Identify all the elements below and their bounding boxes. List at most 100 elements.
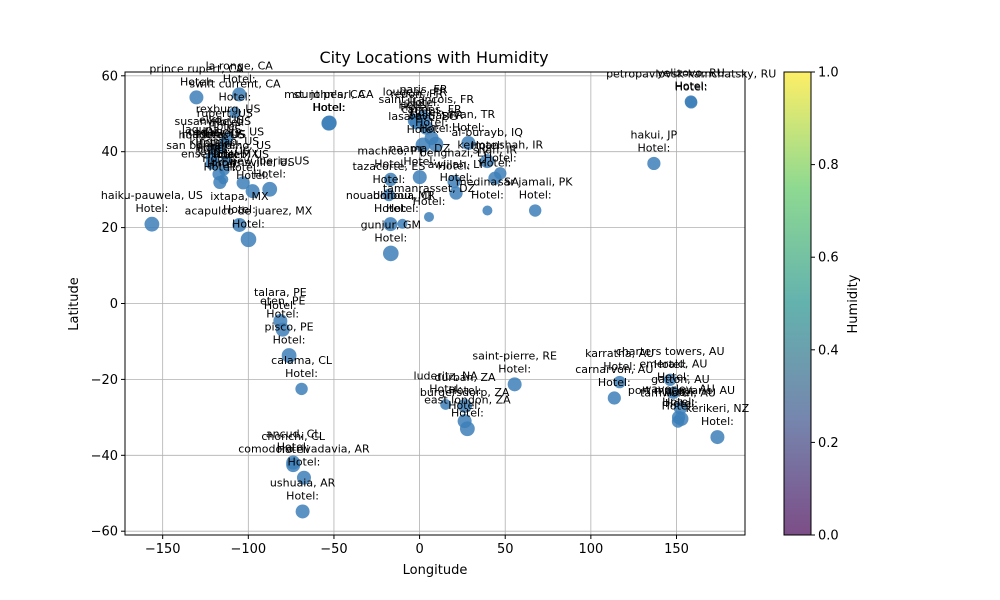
city-name-label: swift current, CA <box>189 78 281 91</box>
hotel-label: Hotel: <box>288 456 321 469</box>
hotel-label: Hotel: <box>209 138 242 151</box>
city-name-label: redon, FR <box>390 87 443 100</box>
colorbar-tick-label: 0.0 <box>818 529 839 544</box>
hotel-label: Hotel: <box>675 80 708 93</box>
city-point <box>321 115 337 131</box>
colorbar-tick-label: 0.6 <box>818 251 839 266</box>
city-name-label: loudeac, FR <box>383 86 448 99</box>
city-name-label: rupert, US <box>197 107 253 120</box>
data-points <box>144 87 725 519</box>
city-name-label: pisco, PE <box>265 320 314 333</box>
city-point <box>213 175 227 190</box>
city-name-label: gatton, AU <box>651 373 710 386</box>
y-tick-label: 40 <box>101 145 118 160</box>
hotel-label: Hotel: <box>449 384 482 397</box>
city-name-label: st. john's, CA <box>293 88 365 101</box>
city-point <box>440 399 452 410</box>
x-tick-label: −50 <box>320 542 347 557</box>
city-point <box>480 154 495 169</box>
hotel-label: Hotel: <box>452 121 485 134</box>
colorbar-label: Humidity <box>846 274 861 333</box>
grid-lines <box>125 72 745 535</box>
hotel-label: Hotel: <box>440 171 473 184</box>
city-name-label: elko, US <box>199 114 244 127</box>
city-point <box>613 375 626 389</box>
city-name-label: yuma, US <box>197 144 250 157</box>
hotel-label: Hotel: <box>654 358 687 371</box>
city-name-label: kerikeri, NZ <box>686 402 750 415</box>
hotel-label: Hotel: <box>637 141 670 154</box>
city-name-label: east london, ZA <box>424 394 511 407</box>
city-point <box>232 217 247 232</box>
hotel-label: Hotel: <box>205 127 238 140</box>
city-name-label: ixtapa, MX <box>210 190 269 203</box>
city-name-label: awjilah, LY <box>428 158 485 171</box>
city-name-label: medina, SA <box>456 176 519 189</box>
city-name-label: eten, PE <box>260 295 305 308</box>
city-name-label: kingman, US <box>189 135 259 148</box>
city-name-label: kermanshah, IR <box>457 138 543 151</box>
y-tick-label: −20 <box>91 373 118 388</box>
hotel-label: Hotel: <box>438 160 471 173</box>
hotel-label: Hotel: <box>386 202 419 215</box>
city-name-label: hakui, JP <box>631 128 678 141</box>
city-name-label: port macquarie, AU <box>628 384 735 397</box>
hotel-label: Hotel: <box>701 415 734 428</box>
hotel-label: Hotel: <box>400 100 433 113</box>
hotel-label: Hotel: <box>312 101 345 114</box>
hotel-label: Hotel: <box>212 115 245 128</box>
city-name-label: al-burayb, IQ <box>452 126 524 139</box>
city-point <box>245 184 260 199</box>
city-name-label: comodoro rivadavia, AR <box>238 443 370 456</box>
hotel-label: Hotel: <box>277 443 310 456</box>
hotel-label: Hotel: <box>410 106 443 119</box>
city-point <box>236 176 250 190</box>
city-point <box>205 157 218 170</box>
city-name-label: luderitz, NA <box>414 369 479 382</box>
city-point <box>667 386 680 399</box>
city-point <box>710 430 725 445</box>
city-name-label: saint-francois, FR <box>379 93 475 106</box>
hotel-label: Hotel: <box>203 160 236 173</box>
hotel-label: Hotel: <box>313 101 346 114</box>
city-point <box>459 421 475 437</box>
city-name-label: yelizovo, RU <box>657 67 725 80</box>
city-name-label: susanville, US <box>175 115 252 128</box>
hotel-label: Hotel: <box>664 386 697 399</box>
hotel-label: Hotel: <box>227 161 260 174</box>
hotel-label: Hotel: <box>236 169 269 182</box>
city-name-label: karratha, AU <box>585 347 654 360</box>
city-name-label: mount pearl, CA <box>284 88 374 101</box>
colorbar-tick-label: 0.2 <box>818 436 839 451</box>
hotel-label: Hotel: <box>598 376 631 389</box>
x-tick-label: 50 <box>497 542 514 557</box>
city-name-label: chonchi, CL <box>261 430 325 443</box>
city-name-label: carnarvon, AU <box>575 363 653 376</box>
city-name-label: rexburg, US <box>196 102 261 115</box>
hotel-label: Hotel: <box>208 148 241 161</box>
city-point <box>383 217 398 232</box>
hotel-label: Hotel: <box>223 72 256 85</box>
hotel-label: Hotel: <box>657 371 690 384</box>
city-name-label: silvan, TR <box>442 108 496 121</box>
hotel-label: Hotel: <box>207 157 240 170</box>
city-name-label: caleb, US <box>217 148 269 161</box>
hotel-label: Hotel: <box>419 122 452 135</box>
city-name-label: ancud, CL <box>266 428 321 441</box>
x-tick-label: 0 <box>415 542 423 557</box>
hotel-label: Hotel: <box>519 189 552 202</box>
city-name-label: cedar city, US <box>188 125 265 138</box>
hotel-label: Hotel: <box>415 116 448 129</box>
city-point <box>457 398 472 413</box>
city-point <box>424 211 435 222</box>
city-name-label: ensenada, MX <box>181 147 259 160</box>
city-name-label: talara, PE <box>254 286 307 299</box>
hotel-label: Hotel: <box>253 167 286 180</box>
hotel-label: Hotel: <box>662 400 695 413</box>
city-name-label: haiku-pauwela, US <box>101 189 203 202</box>
hotel-label: Hotel: <box>180 75 213 88</box>
city-name-label: nouadhibou, MR <box>346 189 436 202</box>
colorbar-gradient <box>784 72 811 535</box>
city-point <box>607 391 621 405</box>
city-point <box>281 348 297 363</box>
